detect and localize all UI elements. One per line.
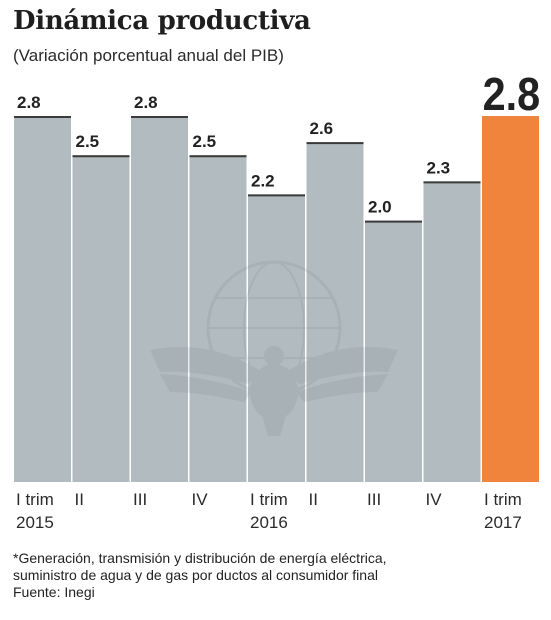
value-label: 2.8 <box>17 93 41 112</box>
value-label: 2.8 <box>134 93 158 112</box>
x-tick-label: III <box>133 490 147 509</box>
x-tick-label: IV <box>426 490 443 509</box>
value-label: 2.5 <box>193 132 217 151</box>
x-tick-label: III <box>367 490 381 509</box>
value-label: 2.6 <box>310 119 334 138</box>
value-labels-group: 2.8 2.5 2.8 2.5 2.2 2.6 2.0 2.3 2.8 <box>17 69 540 217</box>
bars-group <box>14 116 539 483</box>
bar <box>248 194 305 482</box>
highlight-value-label: 2.8 <box>483 69 541 121</box>
bar <box>14 116 71 482</box>
x-tick-label: I trim <box>250 490 288 509</box>
x-tick-label: II <box>75 490 84 509</box>
bar <box>306 142 364 482</box>
x-tick-label: I trim <box>484 490 522 509</box>
value-label: 2.2 <box>251 171 275 190</box>
x-tick-year-label: 2015 <box>16 513 54 532</box>
bar <box>189 155 247 482</box>
x-tick-year-label: 2016 <box>250 513 288 532</box>
value-label: 2.3 <box>427 158 451 177</box>
eagle-watermark-icon <box>150 260 398 436</box>
x-tick-year-label: 2017 <box>484 513 522 532</box>
bar <box>72 155 130 482</box>
x-tick-label: I trim <box>16 490 54 509</box>
bar-highlight <box>482 116 539 482</box>
chart-subtitle: (Variación porcentual anual del PIB) <box>13 46 284 65</box>
chart-title: Dinámica productiva <box>13 6 311 36</box>
value-label: 2.0 <box>368 198 392 217</box>
source-note: Fuente: Inegi <box>13 584 95 600</box>
bar <box>423 181 481 482</box>
x-tick-label: IV <box>192 490 209 509</box>
footnote: *Generación, transmisión y distribución … <box>13 550 387 566</box>
value-label: 2.5 <box>76 132 100 151</box>
chart-notes: *Generación, transmisión y distribución … <box>13 550 387 601</box>
bar <box>365 220 422 483</box>
footnote-continued: suministro de agua y de gas por ductos a… <box>13 567 378 583</box>
x-tick-label: II <box>309 490 318 509</box>
bar <box>131 116 188 482</box>
